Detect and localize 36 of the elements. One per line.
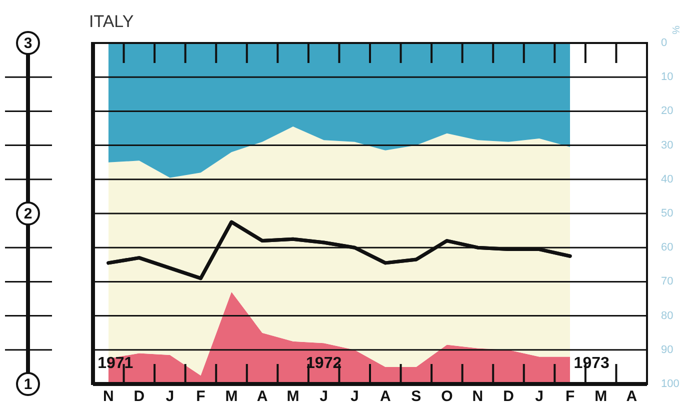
x-tick-label: D [134, 388, 145, 406]
x-tick-label: D [503, 388, 514, 406]
x-tick-label: A [626, 388, 638, 406]
x-tick-label: J [535, 388, 544, 406]
x-tick-label: J [350, 388, 359, 406]
y-tick-label: 30 [661, 139, 674, 152]
y-tick-label: 10 [661, 71, 674, 84]
y-tick-label: 20 [661, 105, 674, 118]
x-tick-label: J [320, 388, 328, 406]
x-tick-label: M [225, 388, 238, 406]
y2-tick-label: 2 [24, 206, 32, 223]
y-tick-label: 100 [661, 378, 680, 390]
y-tick-label: 0 [661, 37, 668, 50]
annotation: 1973 [574, 354, 610, 372]
y-tick-label: 90 [661, 344, 674, 356]
y-axis-title: % [669, 26, 680, 35]
x-tick-label: S [411, 388, 422, 406]
y-tick-label: 80 [661, 310, 674, 322]
y-tick-label: 70 [661, 276, 674, 288]
x-tick-label: F [565, 388, 575, 406]
x-tick-label: J [166, 388, 174, 406]
x-tick-label: N [472, 388, 484, 406]
x-tick-label: M [594, 388, 608, 406]
x-tick-label: O [441, 388, 454, 406]
x-tick-label: A [256, 388, 268, 406]
y2-tick-label: 3 [24, 35, 32, 52]
y-tick-label: 50 [661, 208, 674, 220]
x-tick-label: A [380, 388, 391, 406]
annotation: 1972 [306, 354, 342, 372]
chart-title: ITALY [89, 12, 134, 31]
y2-tick-label: 1 [24, 376, 32, 394]
y-tick-label: 60 [661, 242, 674, 254]
x-tick-label: N [102, 388, 114, 406]
x-tick-label: F [196, 388, 206, 406]
x-tick-label: M [286, 388, 300, 406]
y-tick-label: 40 [661, 173, 674, 186]
